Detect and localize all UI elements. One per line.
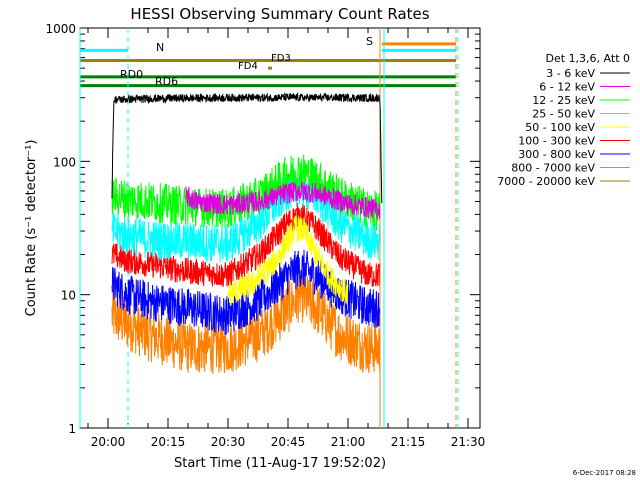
series-line-1 (185, 181, 381, 220)
status-bars (80, 42, 456, 88)
y-tick-label: 1 (68, 422, 76, 436)
legend-label: 50 - 100 keV (525, 121, 595, 134)
series-line-7 (111, 269, 381, 375)
series-line-4 (227, 215, 349, 307)
series-line-3 (111, 167, 381, 263)
x-tick-label: 21:15 (391, 435, 426, 449)
legend-label: 3 - 6 keV (546, 67, 595, 80)
annotation-rd0: RD0 (120, 68, 143, 81)
x-tick-label: 20:15 (151, 435, 186, 449)
y-axis-ticks: 1 10 100 1000 (45, 22, 480, 436)
annotation-s: S (366, 35, 373, 48)
annotation-rd6: RD6 (155, 75, 178, 88)
series-line-5 (111, 202, 381, 288)
y-tick-label: 100 (53, 155, 76, 169)
legend-label: 100 - 300 keV (518, 135, 595, 148)
y-tick-label: 10 (61, 289, 76, 303)
series-lines (111, 91, 383, 375)
legend-label: 300 - 800 keV (518, 148, 595, 161)
annotation-n: N (156, 41, 164, 54)
series-line-0 (111, 91, 383, 204)
legend-label: 800 - 7000 keV (511, 162, 595, 175)
legend-title: Det 1,3,6, Att 0 (546, 52, 630, 65)
x-tick-label: 20:30 (211, 435, 246, 449)
legend-label: 25 - 50 keV (532, 108, 595, 121)
annotation-fd3: FD3 (271, 53, 291, 64)
y-axis-label: Count Rate (s⁻¹ detector⁻¹) (24, 140, 39, 317)
date-stamp: 6-Dec-2017 08:28 (573, 469, 636, 477)
x-axis-ticks: 20:00 20:15 20:30 20:45 21:00 21:15 21:30 (87, 28, 486, 449)
x-tick-label: 21:30 (451, 435, 486, 449)
x-tick-label: 21:00 (331, 435, 366, 449)
legend-label: 6 - 12 keV (539, 81, 595, 94)
x-tick-label: 20:00 (91, 435, 126, 449)
legend-label: 12 - 25 keV (532, 94, 595, 107)
legend-label: 7000 - 20000 keV (497, 175, 595, 188)
chart-title: HESSI Observing Summary Count Rates (130, 5, 429, 23)
x-axis-label: Start Time (11-Aug-17 19:52:02) (174, 456, 386, 471)
vertical-markers (79, 28, 459, 428)
y-tick-label: 1000 (45, 22, 76, 36)
x-tick-label: 20:45 (271, 435, 306, 449)
annotation-fd4: FD4 (238, 61, 258, 72)
